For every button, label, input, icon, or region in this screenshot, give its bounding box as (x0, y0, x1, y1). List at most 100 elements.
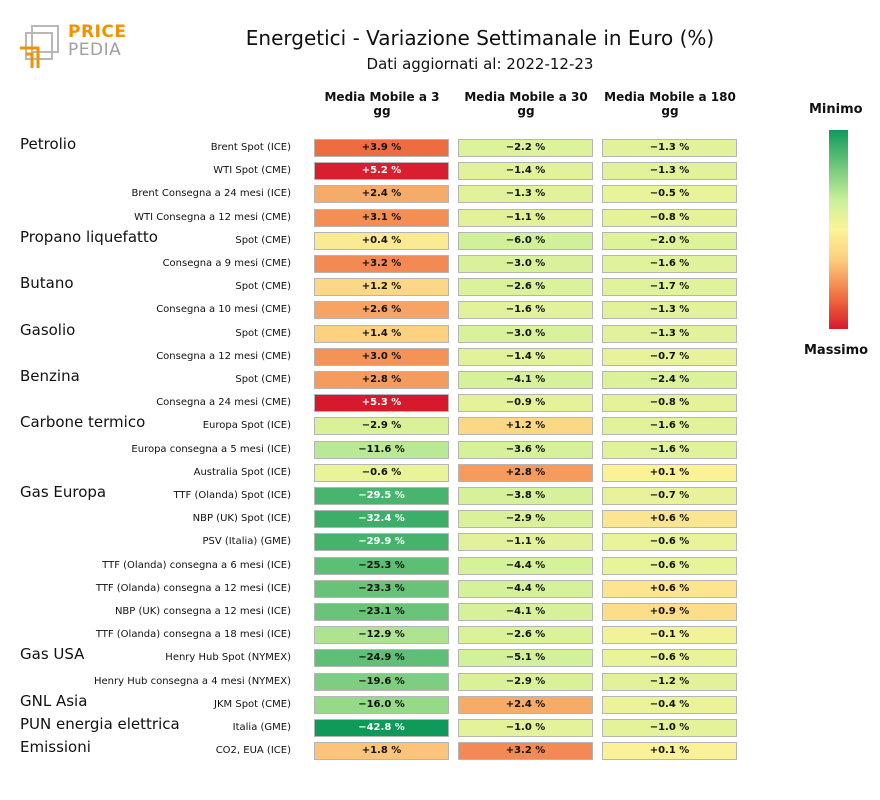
group-label: Butano (20, 274, 74, 293)
row-label: TTF (Olanda) consegna a 18 mesi (ICE) (95, 629, 291, 641)
row-label: Europa consegna a 5 mesi (ICE) (131, 443, 291, 455)
heatmap-cell: +2.8 % (458, 463, 593, 482)
heatmap-cell: −0.6 % (602, 556, 737, 575)
row-label: Consegna a 12 mesi (CME) (156, 350, 291, 362)
heatmap-cell: −0.8 % (602, 394, 737, 413)
heatmap-cell: −5.1 % (458, 649, 593, 668)
heatmap-cell: −1.6 % (602, 417, 737, 436)
heatmap-cell: −1.3 % (602, 301, 737, 320)
heatmap-cell: +0.1 % (602, 463, 737, 482)
row-label: Spot (CME) (235, 234, 291, 246)
heatmap-cell: −3.8 % (458, 487, 593, 505)
chart-subtitle: Dati aggiornati al: 2022-12-23 (366, 55, 594, 73)
row-label: Spot (CME) (235, 281, 291, 293)
group-label: Gas USA (20, 645, 85, 664)
heatmap-cell: −1.3 % (602, 162, 737, 181)
row-label: NBP (UK) consegna a 12 mesi (ICE) (114, 606, 291, 617)
heatmap-cell: −6.0 % (458, 231, 593, 250)
heatmap-cell: −2.2 % (458, 139, 593, 157)
row-label: Henry Hub consegna a 4 mesi (NYMEX) (93, 675, 291, 687)
row-label: TTF (Olanda) Spot (ICE) (173, 490, 291, 501)
heatmap-cell: −0.7 % (602, 347, 737, 366)
row-label: Spot (CME) (235, 327, 291, 339)
row-label: TTF (Olanda) consegna a 12 mesi (ICE) (95, 582, 291, 594)
column-header-mm3: Media Mobile a 3 gg (324, 90, 440, 118)
heatmap-cell: +3.0 % (314, 347, 449, 366)
row-label: WTI Consegna a 12 mesi (CME) (134, 211, 291, 223)
heatmap-cell: +5.3 % (314, 394, 449, 413)
group-label: Benzina (20, 367, 80, 385)
heatmap-cell: +0.1 % (602, 742, 737, 761)
row-label: Consegna a 10 mesi (CME) (156, 304, 291, 316)
heatmap-cell: −1.6 % (458, 301, 593, 320)
heatmap-cell: −23.1 % (314, 603, 449, 621)
heatmap-cell: −25.3 % (314, 556, 449, 575)
heatmap-cell: +2.4 % (314, 185, 449, 204)
heatmap-cell: −2.6 % (458, 626, 593, 645)
heatmap-cell: +0.9 % (602, 603, 737, 621)
heatmap-cell: −1.1 % (458, 208, 593, 227)
heatmap-cell: +0.6 % (602, 510, 737, 529)
heatmap-cell: −1.3 % (458, 185, 593, 204)
heatmap-cell: −0.1 % (602, 626, 737, 645)
heatmap-cell: −4.4 % (458, 579, 593, 598)
heatmap-cell: −29.9 % (314, 533, 449, 552)
heatmap-cell: −1.4 % (458, 162, 593, 181)
heatmap-cell: −2.9 % (458, 510, 593, 529)
heatmap-cell: −3.0 % (458, 324, 593, 343)
row-label: Italia (GME) (232, 722, 291, 733)
heatmap-cell: −1.6 % (602, 440, 737, 459)
heatmap-cell: +0.4 % (314, 231, 449, 250)
legend-min-label: Minimo (809, 102, 863, 117)
chart-title: Energetici - Variazione Settimanale in E… (245, 26, 715, 50)
heatmap-cell: −0.6 % (314, 463, 449, 482)
heatmap-cell: −19.6 % (314, 672, 449, 691)
heatmap-cell: −1.1 % (458, 533, 593, 552)
row-label: PSV (Italia) (GME) (202, 536, 291, 548)
heatmap-cell: −1.7 % (602, 278, 737, 297)
logo-mark-icon (20, 25, 59, 68)
heatmap-cell: +1.8 % (314, 742, 449, 761)
heatmap-cell: −0.7 % (602, 487, 737, 505)
heatmap-cell: −2.0 % (602, 231, 737, 250)
heatmap-cell: −1.3 % (602, 139, 737, 157)
row-label: NBP (UK) Spot (ICE) (192, 513, 291, 525)
row-label: Brent Consegna a 24 mesi (ICE) (131, 188, 291, 200)
row-label: Consegna a 9 mesi (CME) (162, 258, 291, 269)
group-label: Gas Europa (20, 483, 107, 501)
logo-text-pedia: PEDIA (68, 40, 122, 60)
heatmap-cell: −0.4 % (602, 695, 737, 714)
row-label: Brent Spot (ICE) (210, 142, 291, 153)
heatmap-cell: −4.4 % (458, 556, 593, 575)
logo-text-price: PRICE (68, 22, 127, 42)
heatmap-cell: −3.6 % (458, 440, 593, 459)
group-label: Carbone termico (20, 413, 146, 432)
row-label: JKM Spot (CME) (214, 698, 291, 710)
heatmap-cell: −4.1 % (458, 371, 593, 389)
heatmap-cell: −1.6 % (602, 255, 737, 273)
row-label: WTI Spot (CME) (213, 165, 291, 177)
heatmap-cell: −11.6 % (314, 440, 449, 459)
row-label: Australia Spot (ICE) (193, 466, 291, 478)
row-label: Consegna a 24 mesi (CME) (156, 397, 291, 409)
row-label: Spot (CME) (235, 374, 291, 385)
heatmap-cell: +2.8 % (314, 371, 449, 389)
column-header-mm30: Media Mobile a 30 gg (464, 90, 588, 118)
group-label: Gasolio (20, 320, 76, 339)
heatmap-cell: −2.6 % (458, 278, 593, 297)
heatmap-cell: −1.4 % (458, 347, 593, 366)
heatmap-cell: +3.2 % (314, 255, 449, 273)
row-label: TTF (Olanda) consegna a 6 mesi (ICE) (102, 559, 291, 571)
heatmap-cell: +2.6 % (314, 301, 449, 320)
heatmap-cell: −2.9 % (458, 672, 593, 691)
heatmap-cell: −0.9 % (458, 394, 593, 413)
group-label: PUN energia elettrica (20, 715, 180, 733)
heatmap-cell: −1.0 % (458, 719, 593, 737)
heatmap-cell: +3.2 % (458, 742, 593, 761)
heatmap-cell: +5.2 % (314, 162, 449, 181)
heatmap-cell: −1.2 % (602, 672, 737, 691)
heatmap-cell: −0.6 % (602, 533, 737, 552)
row-label: CO2, EUA (ICE) (215, 745, 291, 757)
heatmap-cell: −4.1 % (458, 603, 593, 621)
heatmap-cell: −24.9 % (314, 649, 449, 668)
